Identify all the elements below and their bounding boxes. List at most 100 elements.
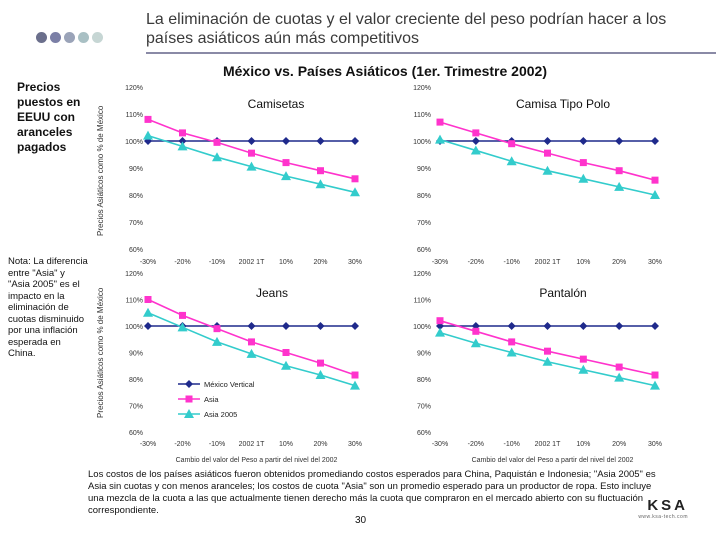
header-dot <box>64 32 75 43</box>
chart-title: Pantalón <box>539 286 586 300</box>
x-tick-label: 10% <box>279 259 293 266</box>
data-point <box>579 137 588 145</box>
data-point <box>317 167 324 175</box>
y-tick-label: 120% <box>125 271 143 278</box>
x-tick-label: 30% <box>648 259 662 266</box>
data-point <box>144 322 152 330</box>
data-point <box>651 371 659 379</box>
charts-subtitle: México vs. Países Asiáticos (1er. Trimes… <box>222 63 547 79</box>
y-tick-label: 120% <box>125 85 143 92</box>
x-tick-label: 10% <box>576 441 590 448</box>
y-tick-label: 60% <box>129 430 143 437</box>
data-point <box>436 317 444 325</box>
logo-url: www.ksa-tech.com <box>638 514 688 520</box>
x-tick-label: 30% <box>348 259 362 266</box>
note-text: Nota: La diferencia entre "Asia" y "Asia… <box>8 256 88 359</box>
x-tick-label: 10% <box>279 441 293 448</box>
data-point <box>179 129 186 137</box>
chart-title: Camisa Tipo Polo <box>516 97 610 111</box>
data-point <box>470 145 481 155</box>
data-point <box>578 364 589 374</box>
x-tick-label: -20% <box>468 259 484 266</box>
data-point <box>247 137 256 145</box>
y-tick-label: 80% <box>417 377 431 384</box>
data-point <box>508 140 516 148</box>
data-point <box>650 190 660 199</box>
x-tick-label: -10% <box>503 441 519 448</box>
y-tick-label: 80% <box>129 377 143 384</box>
x-tick-label: 20% <box>612 259 626 266</box>
data-point <box>435 134 445 144</box>
data-point <box>351 137 359 145</box>
data-point <box>544 149 551 157</box>
data-point <box>579 355 587 363</box>
data-point <box>316 322 325 330</box>
data-point <box>246 348 257 358</box>
y-tick-label: 90% <box>129 351 143 358</box>
x-tick-label: 2002 1T <box>239 441 265 448</box>
legend-marker <box>185 395 193 403</box>
chart-title: Camisetas <box>248 97 305 111</box>
data-point <box>651 322 659 330</box>
y-tick-label: 100% <box>125 324 143 331</box>
data-point <box>351 371 359 379</box>
data-point <box>317 359 324 367</box>
data-point <box>247 322 256 330</box>
data-point <box>281 360 291 370</box>
page-title: La eliminación de cuotas y el valor crec… <box>146 11 667 47</box>
y-tick-label: 120% <box>413 271 431 278</box>
data-point <box>471 137 480 145</box>
data-point <box>350 380 360 390</box>
data-point <box>543 137 552 145</box>
y-tick-label: 80% <box>129 193 143 200</box>
data-point <box>212 336 222 346</box>
data-point <box>282 159 290 167</box>
data-point <box>506 156 517 166</box>
header-dots <box>36 32 103 43</box>
x-tick-label: -20% <box>468 441 484 448</box>
y-tick-label: 110% <box>126 298 143 305</box>
y-tick-label: 100% <box>413 324 431 331</box>
x-tick-label: -20% <box>174 441 190 448</box>
y-tick-label: 90% <box>417 166 431 173</box>
data-point <box>579 322 588 330</box>
data-point <box>578 173 589 183</box>
x-tick-label: -30% <box>140 441 156 448</box>
data-point <box>178 137 187 145</box>
header-dot <box>78 32 89 43</box>
data-point <box>614 181 625 191</box>
y-tick-label: 60% <box>417 247 431 254</box>
data-point <box>213 325 221 333</box>
x-tick-label: 2002 1T <box>239 259 265 266</box>
y-tick-label: 80% <box>417 193 431 200</box>
data-point <box>472 327 480 335</box>
legend-label: Asia 2005 <box>204 410 237 419</box>
data-point <box>470 338 481 348</box>
data-point <box>651 176 659 184</box>
data-point <box>543 322 552 330</box>
data-point <box>507 322 516 330</box>
x-tick-label: -30% <box>140 259 156 266</box>
x-tick-label: -10% <box>209 441 225 448</box>
x-tick-label: 20% <box>313 441 327 448</box>
y-tick-label: 60% <box>129 247 143 254</box>
x-axis-title: Cambio del valor del Peso a partir del n… <box>176 457 338 464</box>
data-point <box>316 137 325 145</box>
x-tick-label: -30% <box>432 259 448 266</box>
x-tick-label: -10% <box>503 259 519 266</box>
legend-marker <box>184 409 194 418</box>
prices-label: Precios puestos en EEUU con aranceles pa… <box>17 80 81 154</box>
x-tick-label: -10% <box>209 259 225 266</box>
x-tick-label: 30% <box>648 441 662 448</box>
y-tick-label: 100% <box>125 139 143 146</box>
y-tick-label: 90% <box>417 351 431 358</box>
y-tick-label: 110% <box>126 112 143 119</box>
y-tick-label: 70% <box>129 404 143 411</box>
data-point <box>351 175 359 183</box>
data-point <box>506 347 517 357</box>
logo-text: KSA <box>647 497 688 514</box>
data-point <box>179 311 186 319</box>
x-tick-label: 20% <box>313 259 327 266</box>
data-point <box>282 322 290 330</box>
